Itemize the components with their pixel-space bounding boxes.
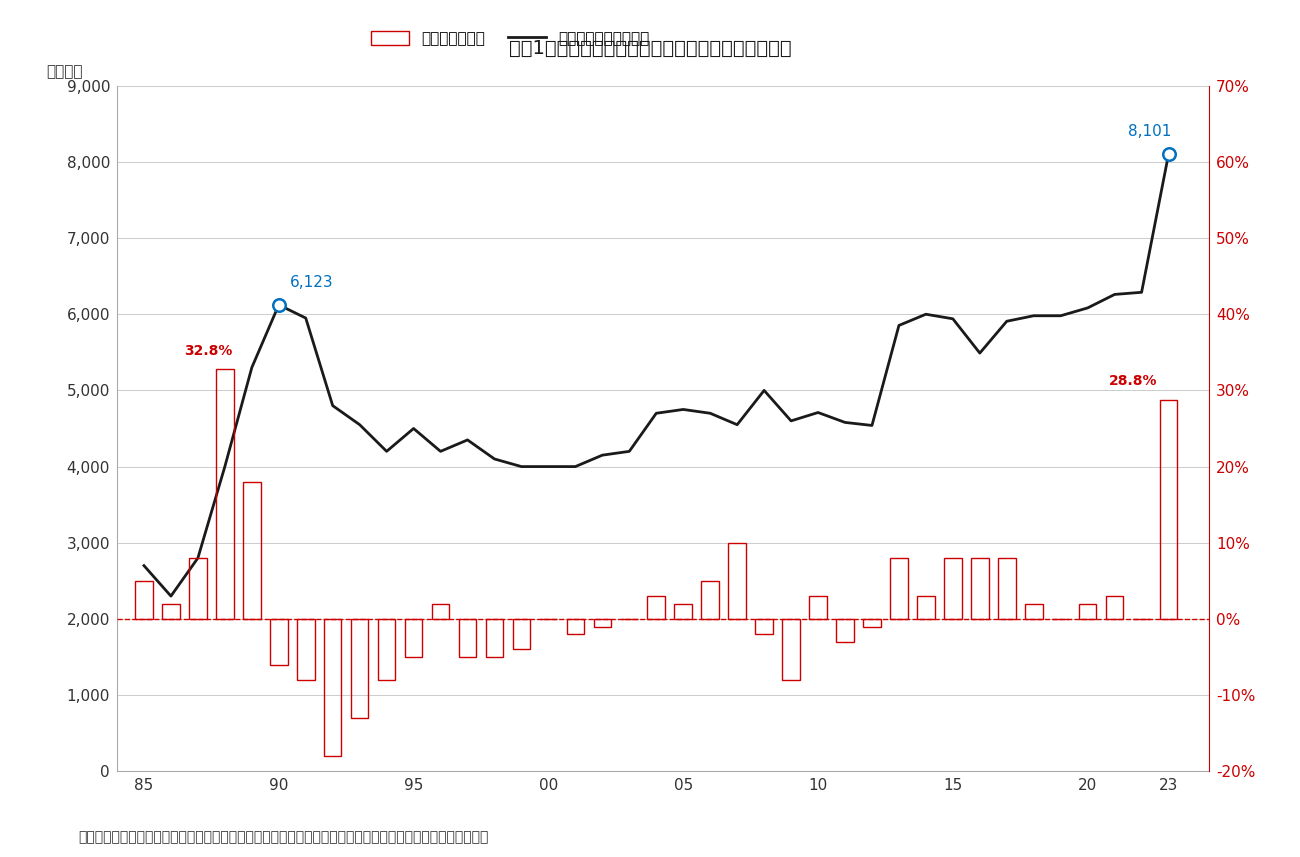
Bar — [351, 619, 368, 718]
Bar — [728, 542, 746, 619]
Bar — [378, 619, 395, 680]
Bar — [998, 558, 1015, 619]
Bar — [891, 558, 907, 619]
Bar — [916, 596, 935, 619]
Bar — [243, 482, 260, 619]
Text: （出所）不動産経済研究所「首都圈　新築分譲マンション市場動向」をもとにニッセイ基礎研究所が加工作成: （出所）不動産経済研究所「首都圈 新築分譲マンション市場動向」をもとにニッセイ基… — [78, 830, 489, 844]
Bar — [162, 603, 179, 619]
Bar — [1079, 603, 1096, 619]
Text: 28.8%: 28.8% — [1109, 375, 1158, 388]
Bar — [135, 581, 152, 619]
Text: 6,123: 6,123 — [290, 274, 333, 290]
Bar — [567, 619, 584, 634]
Bar — [783, 619, 800, 680]
Bar — [324, 619, 342, 756]
Bar — [1024, 603, 1043, 619]
Bar — [432, 603, 450, 619]
Text: 8,101: 8,101 — [1128, 124, 1171, 139]
Text: 図袆1　首都圈のマンション価格と住宅ローン返済額: 図袆1 首都圈のマンション価格と住宅ローン返済額 — [508, 39, 792, 57]
Bar — [863, 619, 880, 626]
Bar — [486, 619, 503, 657]
Bar — [296, 619, 315, 680]
Bar — [594, 619, 611, 626]
Bar — [971, 558, 988, 619]
Bar — [647, 596, 666, 619]
Bar — [702, 581, 719, 619]
Bar — [459, 619, 476, 657]
Bar — [836, 619, 854, 642]
Bar — [188, 558, 207, 619]
Bar — [512, 619, 530, 650]
Text: 32.8%: 32.8% — [185, 344, 233, 357]
Bar — [1106, 596, 1123, 619]
Bar — [810, 596, 827, 619]
Bar — [270, 619, 287, 665]
Bar — [944, 558, 962, 619]
Legend: 前年比（右軸）, 首都圈マンション価格: 前年比（右軸）, 首都圈マンション価格 — [365, 25, 656, 52]
Bar — [755, 619, 774, 634]
Bar — [404, 619, 422, 657]
Bar — [675, 603, 692, 619]
Text: （万円）: （万円） — [46, 63, 82, 79]
Bar — [216, 369, 234, 619]
Bar — [1160, 399, 1178, 619]
